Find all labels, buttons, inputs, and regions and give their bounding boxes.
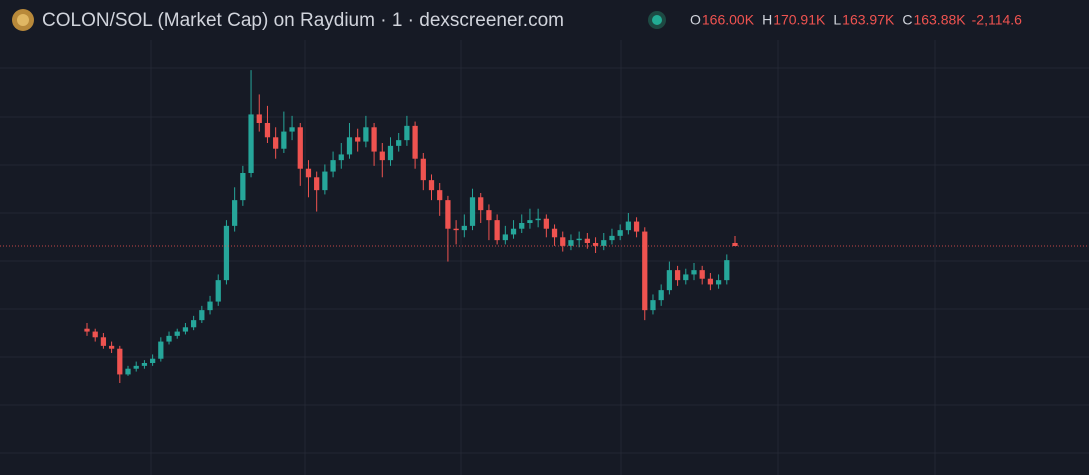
candle-body xyxy=(519,223,525,229)
candle-body xyxy=(166,335,172,342)
candle-body xyxy=(584,238,590,243)
candle-body xyxy=(674,270,681,281)
candle-body xyxy=(535,218,541,221)
candle-body xyxy=(199,310,205,321)
candle-body xyxy=(551,228,558,238)
candle-body xyxy=(223,225,230,281)
candle-body xyxy=(633,221,640,232)
candle-body xyxy=(666,270,673,291)
ohlc-label: H xyxy=(762,12,772,28)
candle-body xyxy=(338,154,344,161)
candle-body xyxy=(609,235,615,241)
candle-body xyxy=(314,177,320,191)
token-icon-inner xyxy=(17,14,29,26)
candle-body xyxy=(322,171,328,191)
candle-body xyxy=(117,348,123,375)
candle-body xyxy=(486,210,492,221)
candle-body xyxy=(502,234,508,241)
candle-body xyxy=(445,200,451,229)
candle-body xyxy=(658,290,664,301)
candle-body xyxy=(182,327,189,332)
ohlc-value: 163.88K xyxy=(913,12,966,28)
ohlc-legend: O 166.00K H 170.91K L 163.97K C 163.88K -2,114.6 xyxy=(690,12,1022,28)
chart-title: COLON/SOL (Market Cap) on Raydium · 1 · … xyxy=(42,10,564,31)
candle-body xyxy=(527,220,533,223)
candle-body xyxy=(691,270,697,275)
candle-body xyxy=(699,270,705,279)
candle-body xyxy=(601,240,607,246)
candle-body xyxy=(100,337,107,346)
candle-body xyxy=(650,300,656,311)
candle-body xyxy=(215,280,221,302)
status-dot xyxy=(652,15,662,25)
candle-body xyxy=(108,345,115,349)
ohlc-label: L xyxy=(833,12,841,28)
candle-body xyxy=(346,137,353,155)
candle-body xyxy=(207,301,213,311)
candle-body xyxy=(371,127,377,152)
candle-body xyxy=(158,341,164,359)
candle-body xyxy=(133,365,139,369)
candle-body xyxy=(273,137,279,149)
grid xyxy=(0,40,1089,475)
candle-body xyxy=(330,160,336,172)
candle-body xyxy=(84,328,90,332)
candle-body xyxy=(437,190,443,201)
plot xyxy=(0,70,1089,383)
candle-body xyxy=(510,228,517,235)
candle-body xyxy=(232,200,238,226)
candle-body xyxy=(264,123,271,138)
candle-body xyxy=(543,218,549,229)
candle-body xyxy=(412,125,418,159)
candle-body xyxy=(141,363,148,366)
candle-body xyxy=(125,368,131,375)
candle-body xyxy=(560,237,566,246)
candle-body xyxy=(461,225,467,231)
candle-body xyxy=(642,231,648,311)
candle-body xyxy=(379,151,385,161)
candle-body xyxy=(240,173,246,201)
candle-body xyxy=(428,180,435,191)
candle-body xyxy=(289,127,295,132)
candle-body xyxy=(191,320,197,328)
candle-body xyxy=(363,127,369,142)
candle-body xyxy=(297,127,303,169)
candle-body xyxy=(396,140,402,146)
candle-body xyxy=(420,158,426,181)
ohlc-value: 166.00K xyxy=(702,12,755,28)
candle-body xyxy=(625,221,631,231)
candle-body xyxy=(576,238,582,241)
candle-body xyxy=(453,228,459,231)
candle-body xyxy=(92,331,98,338)
candle-body xyxy=(568,240,574,246)
candle-body xyxy=(732,243,738,247)
candle-body xyxy=(478,197,484,211)
ohlc-value: 170.91K xyxy=(773,12,826,28)
candle-body xyxy=(617,230,623,236)
ohlc-value: 163.97K xyxy=(842,12,895,28)
candle-body xyxy=(149,358,156,363)
candle-body xyxy=(724,260,730,281)
candle-body xyxy=(707,278,714,285)
change-value: -2,114.6 xyxy=(972,12,1023,28)
candle-body xyxy=(281,131,287,149)
candle-body xyxy=(469,197,476,226)
ohlc-label: O xyxy=(690,12,701,28)
candle-body xyxy=(256,114,262,123)
candle-body xyxy=(404,125,410,141)
candle-body xyxy=(248,114,254,173)
candle-body xyxy=(305,168,312,178)
candle-body xyxy=(174,331,180,336)
candle-body xyxy=(592,243,599,246)
ohlc-label: C xyxy=(902,12,912,28)
candle-body xyxy=(683,274,689,281)
candle-body xyxy=(387,145,394,161)
candle-body xyxy=(715,280,722,285)
candle-body xyxy=(494,220,500,241)
candle-body xyxy=(355,137,361,142)
